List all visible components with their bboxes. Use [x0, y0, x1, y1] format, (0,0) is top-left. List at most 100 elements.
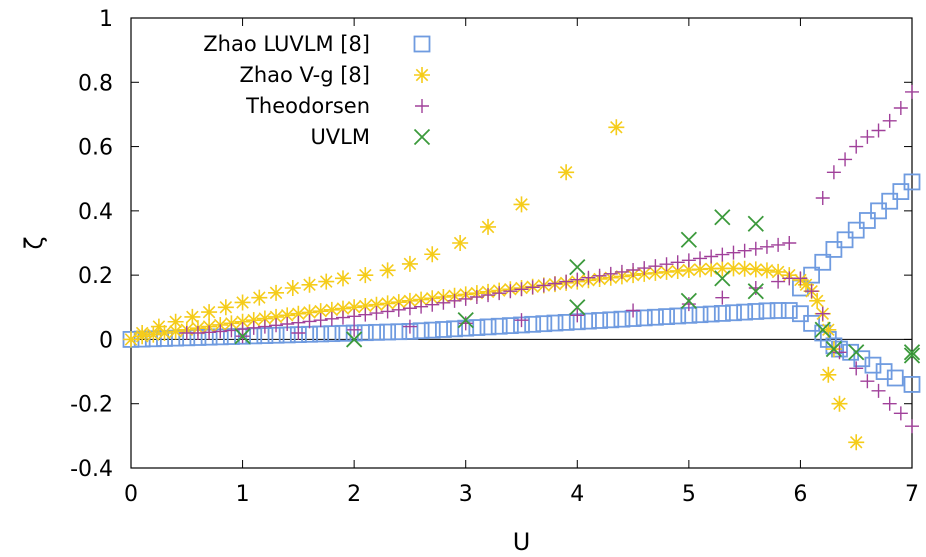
data-point — [758, 302, 776, 320]
data-point — [771, 237, 786, 252]
data-point — [613, 310, 631, 328]
data-point — [201, 304, 218, 321]
y-tick-label: -0.2 — [70, 393, 113, 418]
x-axis-label: U — [513, 528, 531, 556]
data-point — [223, 315, 240, 332]
data-point — [769, 302, 787, 319]
data-point — [452, 235, 469, 251]
data-point — [558, 164, 575, 181]
data-point — [591, 312, 608, 329]
data-point — [468, 319, 486, 336]
data-point — [291, 326, 306, 340]
data-point — [820, 366, 837, 383]
y-tick-label: 0.6 — [78, 136, 113, 161]
data-point — [736, 303, 754, 321]
data-point — [782, 236, 797, 250]
data-point — [546, 314, 564, 332]
data-point — [714, 209, 731, 226]
data-point — [547, 276, 562, 291]
data-point — [703, 260, 720, 277]
data-point — [570, 272, 585, 287]
data-point — [747, 261, 764, 278]
series-2 — [179, 84, 919, 434]
data-point — [557, 313, 575, 331]
y-tick-label: 1 — [99, 7, 113, 32]
data-point — [513, 196, 530, 213]
data-point — [334, 300, 351, 317]
data-point — [825, 241, 843, 258]
x-tick-label: 2 — [347, 482, 361, 507]
data-point — [446, 320, 463, 338]
data-point — [669, 262, 686, 279]
data-point — [217, 299, 234, 316]
data-point — [402, 319, 417, 334]
data-point — [715, 290, 730, 305]
data-point — [793, 271, 808, 286]
data-point — [391, 302, 406, 317]
data-point — [145, 326, 162, 343]
data-point — [892, 183, 910, 200]
data-point — [659, 257, 674, 272]
data-point — [903, 173, 921, 191]
data-point — [747, 303, 765, 320]
data-marks — [122, 84, 921, 451]
data-point — [658, 263, 675, 280]
axes: 0 1 2 3 4 5 6 7 -0.4 -0.2 0 0.2 0.4 0.6 0.8 1 Uζ — [20, 7, 919, 556]
data-point — [368, 296, 385, 313]
data-point — [390, 323, 408, 341]
data-point — [635, 309, 653, 327]
data-point — [524, 315, 542, 333]
data-point — [858, 212, 876, 229]
data-point — [832, 345, 847, 360]
data-point — [602, 311, 620, 329]
legend-marker — [414, 67, 430, 83]
data-point — [815, 306, 830, 321]
legend: Zhao LUVLM [8] Zhao V-g [8] Theodorsen UVLM — [203, 32, 431, 149]
data-point — [581, 270, 596, 285]
data-point — [748, 241, 763, 256]
y-tick-label: 0 — [99, 328, 113, 353]
data-point — [284, 280, 301, 296]
data-point — [535, 315, 553, 333]
data-point — [614, 264, 629, 279]
data-point — [748, 281, 763, 295]
y-tick-label: 0.8 — [78, 71, 113, 96]
data-point — [637, 261, 652, 276]
data-point — [903, 347, 921, 364]
data-point — [401, 292, 418, 309]
data-point — [335, 310, 350, 325]
data-point — [905, 84, 919, 99]
data-point — [379, 323, 397, 341]
data-point — [831, 395, 848, 412]
data-point — [312, 303, 329, 320]
data-point — [514, 313, 529, 328]
data-point — [184, 308, 201, 325]
data-point — [246, 320, 261, 335]
data-point — [401, 255, 418, 272]
data-point — [658, 308, 675, 326]
y-axis-label: ζ — [20, 236, 48, 249]
data-point — [747, 283, 764, 300]
data-point — [458, 291, 473, 306]
data-point — [780, 302, 798, 319]
data-point — [905, 419, 919, 434]
data-point — [893, 406, 908, 421]
data-point — [736, 260, 753, 277]
data-point — [414, 299, 429, 314]
data-point — [334, 324, 352, 342]
data-point — [592, 268, 607, 283]
data-point — [814, 253, 832, 271]
data-point — [425, 297, 440, 312]
data-point — [569, 258, 586, 276]
data-point — [213, 324, 228, 339]
data-point — [436, 295, 451, 310]
data-point — [704, 249, 719, 264]
data-point — [814, 324, 832, 342]
y-tick-label: 0.4 — [78, 200, 113, 225]
data-point — [893, 101, 908, 115]
data-point — [608, 119, 625, 136]
legend-label: Zhao LUVLM [8] — [203, 32, 370, 56]
data-point — [882, 396, 897, 411]
series-1 — [123, 119, 865, 451]
data-point — [234, 294, 251, 311]
